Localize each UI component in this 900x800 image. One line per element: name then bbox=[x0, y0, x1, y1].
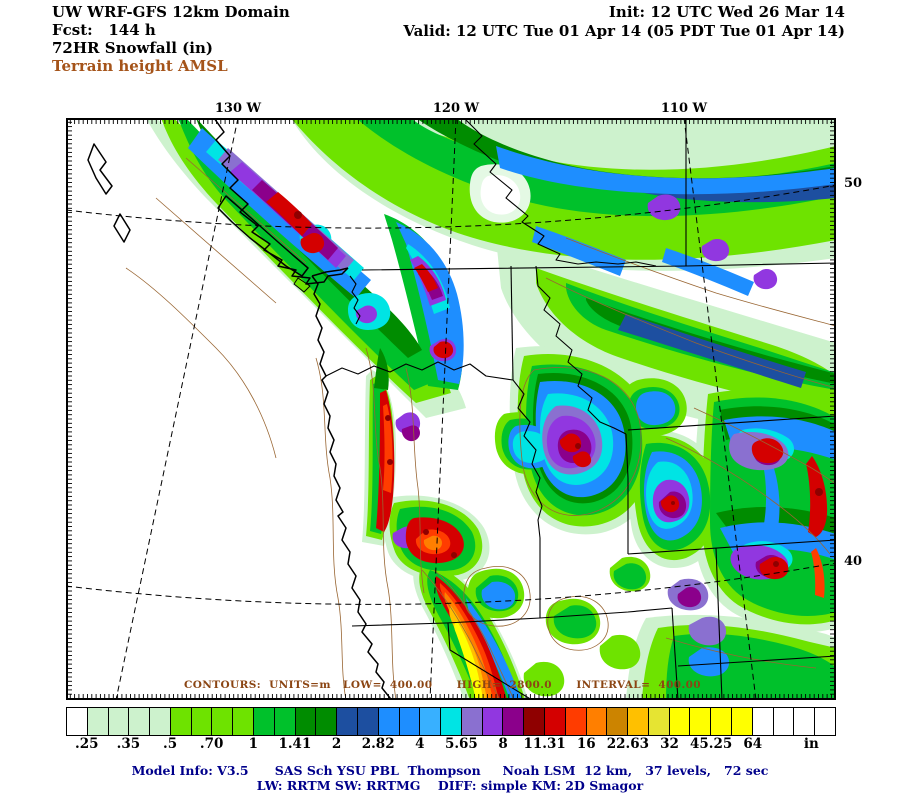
lon-label-130w: 130 W bbox=[214, 101, 262, 116]
colorbar-cell-35 bbox=[793, 707, 816, 736]
colorbar-unit-label: in bbox=[803, 736, 819, 752]
colorbar-tick-64: 64 bbox=[743, 736, 763, 752]
colorbar-cell-8 bbox=[232, 707, 255, 736]
colorbar-cell-1 bbox=[86, 707, 109, 736]
colorbar-cell-18 bbox=[440, 707, 462, 736]
forecast-hour-line: Fcst: 144 h bbox=[52, 21, 156, 39]
colorbar-cell-36 bbox=[814, 707, 836, 736]
colorbar-cell-22 bbox=[523, 707, 545, 736]
colorbar-cell-9 bbox=[253, 707, 275, 736]
colorbar-cell-26 bbox=[606, 707, 629, 736]
lon-label-110w: 110 W bbox=[660, 101, 708, 116]
colorbar-tick-.25: .25 bbox=[75, 736, 99, 752]
coastline-layer bbox=[87, 118, 393, 700]
colorbar-cell-3 bbox=[128, 707, 151, 736]
colorbar-cell-5 bbox=[169, 707, 192, 736]
colorbar-cell-29 bbox=[668, 707, 691, 736]
init-time-line: Init: 12 UTC Wed 26 Mar 14 bbox=[608, 3, 845, 21]
colorbar-tick-.35: .35 bbox=[116, 736, 141, 752]
model-info-footer: Model Info: V3.5 SAS Sch YSU PBL Thompso… bbox=[0, 763, 900, 793]
overlay-line: Terrain height AMSL bbox=[52, 57, 228, 75]
colorbar-cell-16 bbox=[398, 707, 421, 736]
colorbar-cell-34 bbox=[772, 707, 795, 736]
colorbar-cell-23 bbox=[543, 707, 566, 736]
header-right: Init: 12 UTC Wed 26 Mar 14 Valid: 12 UTC… bbox=[403, 3, 845, 41]
colorbar-cell-20 bbox=[481, 707, 504, 736]
colorbar-cell-27 bbox=[627, 707, 649, 736]
colorbar-cell-21 bbox=[502, 707, 525, 736]
colorbar-tick-45.25: 45.25 bbox=[689, 736, 733, 752]
colorbar-cell-14 bbox=[356, 707, 379, 736]
colorbar-cells bbox=[66, 707, 836, 736]
map-panel: 130 W 120 W 110 W 50 40 CONTOURS: UNITS=… bbox=[66, 101, 862, 700]
colorbar-tick-1.41: 1.41 bbox=[278, 736, 312, 752]
page-title: UW WRF-GFS 12km Domain bbox=[52, 3, 290, 21]
colorbar-tick-32: 32 bbox=[660, 736, 679, 752]
colorbar-cell-25 bbox=[585, 707, 608, 736]
valid-time-line: Valid: 12 UTC Tue 01 Apr 14 (05 PDT Tue … bbox=[403, 22, 845, 40]
terrain-contour-layer bbox=[125, 157, 836, 700]
colorbar-labels: .25 .35 .5 .70 1 1.41 2 2.82 4 5.65 8 11.31 16 22.63 3… bbox=[66, 736, 836, 753]
colorbar-cell-19 bbox=[460, 707, 483, 736]
colorbar-cell-0 bbox=[66, 707, 88, 736]
product-line: 72HR Snowfall (in) bbox=[52, 39, 213, 57]
colorbar-tick-2: 2 bbox=[331, 736, 342, 752]
colorbar-cell-11 bbox=[294, 707, 317, 736]
lat-label-40n: 40 bbox=[844, 554, 863, 569]
snowfall-fill-layer bbox=[146, 118, 836, 700]
colorbar-tick-.5: .5 bbox=[163, 736, 178, 752]
colorbar-cell-7 bbox=[211, 707, 234, 736]
lat-label-50n: 50 bbox=[844, 176, 863, 191]
state-border-layer bbox=[325, 118, 836, 700]
header-left: UW WRF-GFS 12km Domain Fcst: 144 h 72HR … bbox=[52, 3, 290, 75]
colorbar-tick-11.31: 11.31 bbox=[523, 736, 566, 752]
colorbar-cell-33 bbox=[751, 707, 774, 736]
colorbar-cell-15 bbox=[377, 707, 400, 736]
colorbar-cell-17 bbox=[419, 707, 442, 736]
colorbar-tick-.70: .70 bbox=[199, 736, 224, 752]
colorbar-tick-1: 1 bbox=[248, 736, 258, 752]
colorbar-tick-8: 8 bbox=[498, 736, 508, 752]
colorbar-tick-22.63: 22.63 bbox=[606, 736, 650, 752]
colorbar-cell-30 bbox=[689, 707, 712, 736]
graticule-layer bbox=[66, 118, 836, 700]
snowfall-colorbar: .25 .35 .5 .70 1 1.41 2 2.82 4 5.65 8 11.31 16 22.63 3… bbox=[66, 707, 836, 753]
model-info-line1: Model Info: V3.5 SAS Sch YSU PBL Thompso… bbox=[131, 763, 769, 778]
colorbar-cell-10 bbox=[273, 707, 296, 736]
colorbar-cell-6 bbox=[190, 707, 213, 736]
colorbar-tick-4: 4 bbox=[415, 736, 425, 752]
colorbar-tick-16: 16 bbox=[576, 736, 596, 752]
model-info-line2: LW: RRTM SW: RRTMG DIFF: simple KM: 2D S… bbox=[256, 778, 644, 793]
colorbar-cell-13 bbox=[336, 707, 358, 736]
colorbar-cell-4 bbox=[149, 707, 171, 736]
contour-info-text: CONTOURS: UNITS=m LOW= 400.00 HIGH= 2800… bbox=[184, 679, 701, 691]
colorbar-cell-31 bbox=[710, 707, 732, 736]
map-plot bbox=[66, 118, 836, 700]
lon-label-120w: 120 W bbox=[432, 101, 480, 116]
colorbar-cell-12 bbox=[315, 707, 338, 736]
colorbar-cell-24 bbox=[564, 707, 587, 736]
colorbar-tick-2.82: 2.82 bbox=[361, 736, 395, 752]
colorbar-cell-2 bbox=[107, 707, 130, 736]
colorbar-cell-32 bbox=[731, 707, 753, 736]
colorbar-tick-5.65: 5.65 bbox=[444, 736, 478, 752]
colorbar-cell-28 bbox=[647, 707, 670, 736]
map-frame bbox=[66, 118, 836, 700]
